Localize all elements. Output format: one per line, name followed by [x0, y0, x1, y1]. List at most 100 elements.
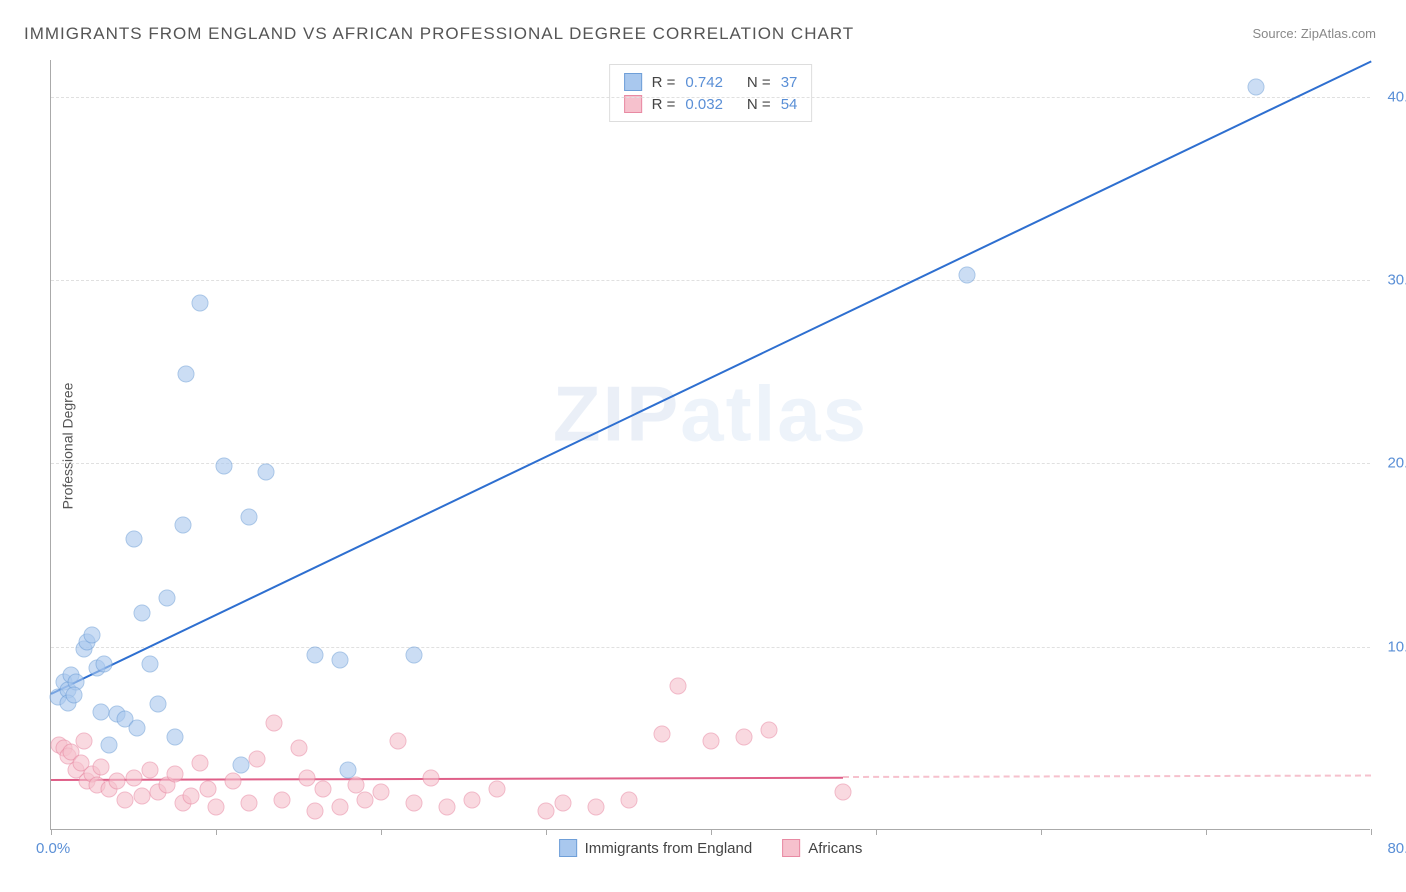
data-point-africans [92, 758, 109, 775]
data-point-england [241, 509, 258, 526]
data-point-africans [307, 802, 324, 819]
data-point-africans [538, 802, 555, 819]
data-point-africans [199, 780, 216, 797]
x-tick [876, 829, 877, 835]
gridline [51, 463, 1370, 464]
data-point-africans [653, 725, 670, 742]
r-label: R = [652, 74, 676, 91]
data-point-africans [356, 791, 373, 808]
data-point-england [257, 463, 274, 480]
data-point-africans [422, 769, 439, 786]
n-label: N = [747, 74, 771, 91]
data-point-england [191, 294, 208, 311]
swatch-africans-icon [624, 95, 642, 113]
data-point-africans [249, 751, 266, 768]
data-point-africans [109, 773, 126, 790]
data-point-africans [406, 795, 423, 812]
x-tick [1041, 829, 1042, 835]
data-point-england [142, 656, 159, 673]
x-tick-label: 80.0% [1387, 840, 1406, 857]
data-point-england [340, 762, 357, 779]
x-tick [216, 829, 217, 835]
data-point-africans [670, 678, 687, 695]
data-point-africans [463, 791, 480, 808]
data-point-africans [274, 791, 291, 808]
legend-label-england: Immigrants from England [585, 840, 753, 857]
legend-stats: R = 0.742 N = 37 R = 0.032 N = 54 [609, 64, 813, 122]
x-tick [381, 829, 382, 835]
data-point-africans [315, 780, 332, 797]
gridline [51, 280, 1370, 281]
data-point-england [158, 590, 175, 607]
data-point-england [331, 652, 348, 669]
legend-stats-row-england: R = 0.742 N = 37 [624, 71, 798, 93]
data-point-africans [125, 769, 142, 786]
n-label: N = [747, 96, 771, 113]
data-point-africans [183, 788, 200, 805]
data-point-africans [373, 784, 390, 801]
trend-line [843, 775, 1371, 778]
watermark-atlas: atlas [680, 369, 868, 457]
x-tick [711, 829, 712, 835]
data-point-africans [166, 766, 183, 783]
y-tick-label: 40.0% [1387, 88, 1406, 105]
data-point-africans [331, 799, 348, 816]
data-point-england [133, 604, 150, 621]
data-point-england [92, 703, 109, 720]
data-point-africans [191, 755, 208, 772]
data-point-africans [117, 791, 134, 808]
data-point-africans [554, 795, 571, 812]
source-label: Source: ZipAtlas.com [1252, 26, 1376, 41]
r-value-africans: 0.032 [685, 96, 723, 113]
data-point-africans [488, 780, 505, 797]
scatter-plot: ZIPatlas R = 0.742 N = 37 R = 0.032 N = … [50, 60, 1370, 830]
data-point-africans [736, 729, 753, 746]
data-point-africans [389, 733, 406, 750]
gridline [51, 97, 1370, 98]
data-point-england [84, 626, 101, 643]
data-point-england [66, 687, 83, 704]
legend-item-africans: Africans [782, 839, 862, 857]
data-point-africans [835, 784, 852, 801]
trend-line [51, 60, 1372, 694]
watermark: ZIPatlas [553, 368, 868, 459]
legend-series: Immigrants from England Africans [559, 839, 863, 857]
x-tick [1371, 829, 1372, 835]
data-point-africans [587, 799, 604, 816]
y-tick-label: 10.0% [1387, 638, 1406, 655]
data-point-england [125, 531, 142, 548]
legend-label-africans: Africans [808, 840, 862, 857]
r-value-england: 0.742 [685, 74, 723, 91]
data-point-england [100, 736, 117, 753]
data-point-england [95, 656, 112, 673]
swatch-africans-icon [782, 839, 800, 857]
n-value-england: 37 [781, 74, 798, 91]
data-point-africans [290, 740, 307, 757]
data-point-africans [208, 799, 225, 816]
data-point-england [406, 646, 423, 663]
data-point-africans [760, 722, 777, 739]
data-point-africans [241, 795, 258, 812]
data-point-africans [133, 788, 150, 805]
data-point-england [150, 696, 167, 713]
data-point-england [166, 729, 183, 746]
data-point-england [175, 516, 192, 533]
data-point-africans [439, 799, 456, 816]
y-tick-label: 30.0% [1387, 272, 1406, 289]
data-point-england [958, 267, 975, 284]
chart-title: IMMIGRANTS FROM ENGLAND VS AFRICAN PROFE… [24, 24, 854, 44]
swatch-england-icon [559, 839, 577, 857]
gridline [51, 647, 1370, 648]
n-value-africans: 54 [781, 96, 798, 113]
data-point-england [216, 458, 233, 475]
data-point-england [178, 366, 195, 383]
data-point-africans [620, 791, 637, 808]
data-point-africans [224, 773, 241, 790]
data-point-england [1247, 78, 1264, 95]
data-point-africans [298, 769, 315, 786]
x-tick [546, 829, 547, 835]
data-point-england [128, 720, 145, 737]
r-label: R = [652, 96, 676, 113]
data-point-africans [142, 762, 159, 779]
data-point-africans [265, 714, 282, 731]
